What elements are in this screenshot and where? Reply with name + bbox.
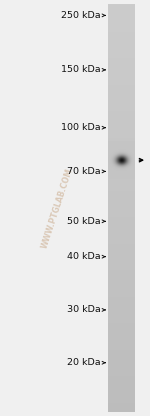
Text: 40 kDa: 40 kDa [67, 252, 100, 261]
Text: 30 kDa: 30 kDa [67, 305, 100, 314]
Text: 20 kDa: 20 kDa [67, 358, 100, 367]
Text: 50 kDa: 50 kDa [67, 217, 100, 226]
Text: 250 kDa: 250 kDa [61, 11, 100, 20]
Text: WWW.PTGLAB.COM: WWW.PTGLAB.COM [40, 167, 74, 249]
Text: 100 kDa: 100 kDa [61, 123, 100, 132]
Text: 70 kDa: 70 kDa [67, 167, 100, 176]
Text: 150 kDa: 150 kDa [61, 65, 100, 74]
